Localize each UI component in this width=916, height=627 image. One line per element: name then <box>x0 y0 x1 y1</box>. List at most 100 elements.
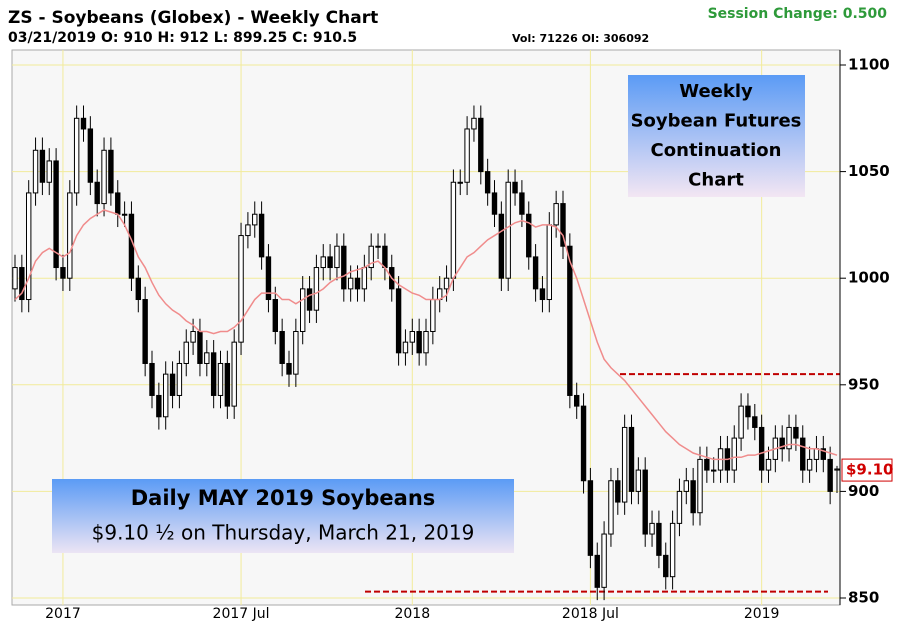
candle-body <box>758 426 765 471</box>
candle-body <box>745 405 751 418</box>
candle-body <box>258 213 265 258</box>
candle-body <box>690 480 696 514</box>
candle-body <box>813 448 820 460</box>
candle-body <box>128 213 135 279</box>
candle-body <box>368 245 374 269</box>
moving-average <box>14 209 838 461</box>
candle-body <box>197 331 203 364</box>
candle-body <box>834 468 840 471</box>
chart-title: ZS - Soybeans (Globex) - Weekly Chart <box>8 8 378 28</box>
candle-body <box>231 341 237 407</box>
candle-body <box>279 331 285 364</box>
candle-body <box>12 267 18 290</box>
candle-body <box>779 437 785 450</box>
x-tick-label: 2018 <box>394 606 430 622</box>
candle-body <box>532 256 539 290</box>
candle-body <box>217 362 224 396</box>
candle-body <box>560 203 566 247</box>
x-tick-label: 2017 <box>45 606 81 622</box>
candle-body <box>32 149 39 194</box>
candle-body <box>210 352 217 396</box>
candle-body <box>135 277 142 301</box>
y-tick-label: 950 <box>848 375 879 393</box>
info-box-line: Chart <box>688 170 744 191</box>
candle-body <box>512 181 518 194</box>
candle-body <box>621 426 628 503</box>
candle-body <box>820 448 826 460</box>
candle-body <box>786 426 792 450</box>
candle-body <box>587 480 594 556</box>
y-tick-label: 1100 <box>848 56 890 74</box>
candle-body <box>498 213 505 279</box>
candle-body <box>320 256 326 269</box>
candle-body <box>87 128 94 183</box>
volume-info: Vol: 71226 OI: 306092 <box>512 32 649 45</box>
price-tag <box>841 458 893 482</box>
candle-body <box>149 362 155 396</box>
candle-body <box>252 213 258 226</box>
candle-body <box>224 362 231 407</box>
y-tick-label: 900 <box>848 482 879 500</box>
candle-body <box>60 267 66 279</box>
candle-body <box>293 331 299 375</box>
candle-body <box>478 117 484 173</box>
candle-body <box>580 405 587 482</box>
candle-body <box>567 245 573 396</box>
candle-body <box>306 288 313 311</box>
info-line: 03/21/2019 O: 910 H: 912 L: 899.25 C: 91… <box>8 30 357 46</box>
candle-body <box>163 373 169 418</box>
candle-body <box>676 490 683 524</box>
candle-body <box>423 331 429 354</box>
candle-body <box>731 437 737 471</box>
candle-body <box>669 522 676 578</box>
y-tick-label: 850 <box>848 589 879 607</box>
x-tick-label: 2017 Jul <box>213 606 270 622</box>
candle-body <box>594 554 600 588</box>
candle-body <box>738 405 744 439</box>
candle-body <box>800 437 806 471</box>
y-tick-label: 1000 <box>848 269 890 287</box>
candle-body <box>108 149 114 194</box>
candle-body <box>313 267 320 311</box>
candle-body <box>300 288 306 332</box>
x-tick-label: 2018 Jul <box>562 606 619 622</box>
candle-body <box>526 213 532 258</box>
candle-body <box>26 192 32 301</box>
candle-body <box>457 181 463 184</box>
candle-body <box>265 256 272 301</box>
candle-body <box>546 224 552 301</box>
candle-body <box>608 480 614 535</box>
candle-body <box>416 331 422 354</box>
candle-body <box>354 277 361 290</box>
candle-body <box>94 181 100 205</box>
candle-body <box>683 480 689 492</box>
banner <box>52 479 514 553</box>
candle-body <box>635 469 642 492</box>
candle-body <box>519 192 525 215</box>
candle-body <box>361 267 368 290</box>
candle-body <box>765 458 772 471</box>
banner-title: Daily MAY 2019 Soybeans <box>131 486 436 510</box>
candle-body <box>341 245 347 290</box>
candle-body <box>663 554 669 578</box>
candle-body <box>142 299 148 364</box>
candle-body <box>402 341 409 354</box>
candle-body <box>628 426 635 492</box>
candle-body <box>53 160 59 269</box>
candle-body <box>204 352 210 364</box>
candle-body <box>156 394 162 418</box>
candle-body <box>464 128 470 183</box>
candle-body <box>245 224 251 237</box>
candle-body <box>471 117 477 130</box>
candle-body <box>793 426 799 439</box>
candle-body <box>190 331 196 343</box>
candle-body <box>491 192 498 215</box>
candle-body <box>697 458 703 514</box>
candle-body <box>375 245 381 248</box>
candle-body <box>39 149 46 183</box>
candle-body <box>704 458 710 471</box>
candle-body <box>553 203 559 226</box>
candle-body <box>409 331 416 343</box>
